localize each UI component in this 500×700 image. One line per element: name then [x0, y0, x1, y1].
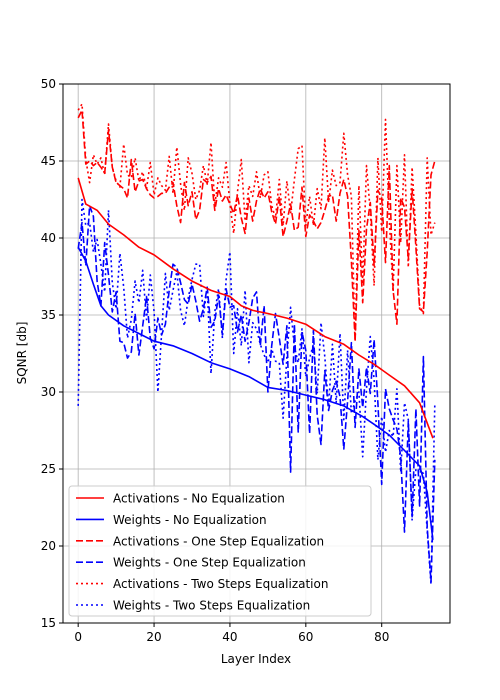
- x-tick-label: 60: [298, 630, 313, 644]
- legend-label: Weights - No Equalization: [113, 513, 267, 527]
- series-line-weights-two-steps-equalization: [77, 198, 436, 586]
- axis-ticks: 0 20 40 60 80 15 20 25 30 35 40 45 50: [41, 77, 390, 644]
- series-line-activations-two-steps-equalization: [77, 103, 436, 343]
- legend-label: Activations - One Step Equalization: [113, 534, 324, 548]
- legend-label: Weights - One Step Equalization: [113, 556, 306, 570]
- y-tick-label: 45: [41, 154, 56, 168]
- series-line-weights-one-step-equalization: [77, 204, 436, 583]
- legend-box: [68, 485, 372, 617]
- grid: [63, 83, 450, 624]
- legend: Activations - No Equalization Weights - N…: [68, 485, 372, 617]
- x-tick-label: 20: [146, 630, 161, 644]
- x-tick-label: 40: [222, 630, 237, 644]
- y-axis-label: SQNR [db]: [15, 322, 29, 385]
- x-axis-label: Layer Index: [221, 652, 291, 666]
- y-tick-label: 15: [41, 616, 56, 630]
- legend-label: Activations - No Equalization: [113, 492, 285, 506]
- y-tick-label: 40: [41, 231, 56, 245]
- x-tick-label: 80: [374, 630, 389, 644]
- plot-frame: [62, 83, 451, 624]
- y-tick-label: 30: [41, 385, 56, 399]
- series-line-weights-no-equalization: [77, 246, 434, 540]
- y-tick-label: 20: [41, 539, 56, 553]
- legend-label: Activations - Two Steps Equalization: [113, 577, 328, 591]
- y-tick-label: 35: [41, 308, 56, 322]
- series-line-activations-no-equalization: [77, 177, 434, 439]
- x-tick-label: 0: [74, 630, 82, 644]
- series-layer: [77, 103, 436, 586]
- legend-label: Weights - Two Steps Equalization: [113, 599, 310, 613]
- series-line-activations-one-step-equalization: [77, 109, 436, 343]
- y-tick-label: 25: [41, 462, 56, 476]
- y-tick-label: 50: [41, 77, 56, 91]
